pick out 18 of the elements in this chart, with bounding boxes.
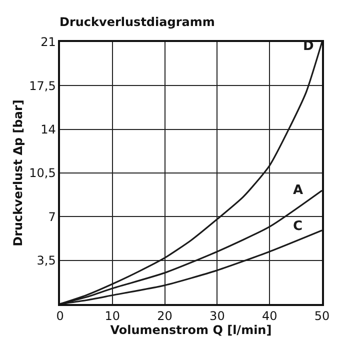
series-label: C <box>293 219 303 234</box>
series-label: D <box>303 39 314 54</box>
series-label: A <box>293 183 304 198</box>
chart-title: Druckverlustdiagramm <box>60 14 215 29</box>
y-tick-label: 14 <box>40 122 56 137</box>
x-tick-label: 50 <box>314 309 330 324</box>
y-axis-title: Druckverlust Δp [bar] <box>10 100 25 246</box>
y-tick-label: 10,5 <box>29 166 56 180</box>
x-tick-label: 20 <box>157 309 172 324</box>
x-tick-label: 40 <box>262 309 278 324</box>
y-tick-label: 17,5 <box>29 78 56 93</box>
x-tick-label: 0 <box>56 309 64 324</box>
y-tick-label: 21 <box>40 35 56 50</box>
x-axis-title: Volumenstrom Q [l/min] <box>110 323 272 338</box>
y-tick-label: 3,5 <box>36 254 56 268</box>
x-tick-label: 30 <box>210 309 225 324</box>
x-tick-label: 10 <box>104 309 120 324</box>
y-tick-label: 7 <box>48 210 56 224</box>
